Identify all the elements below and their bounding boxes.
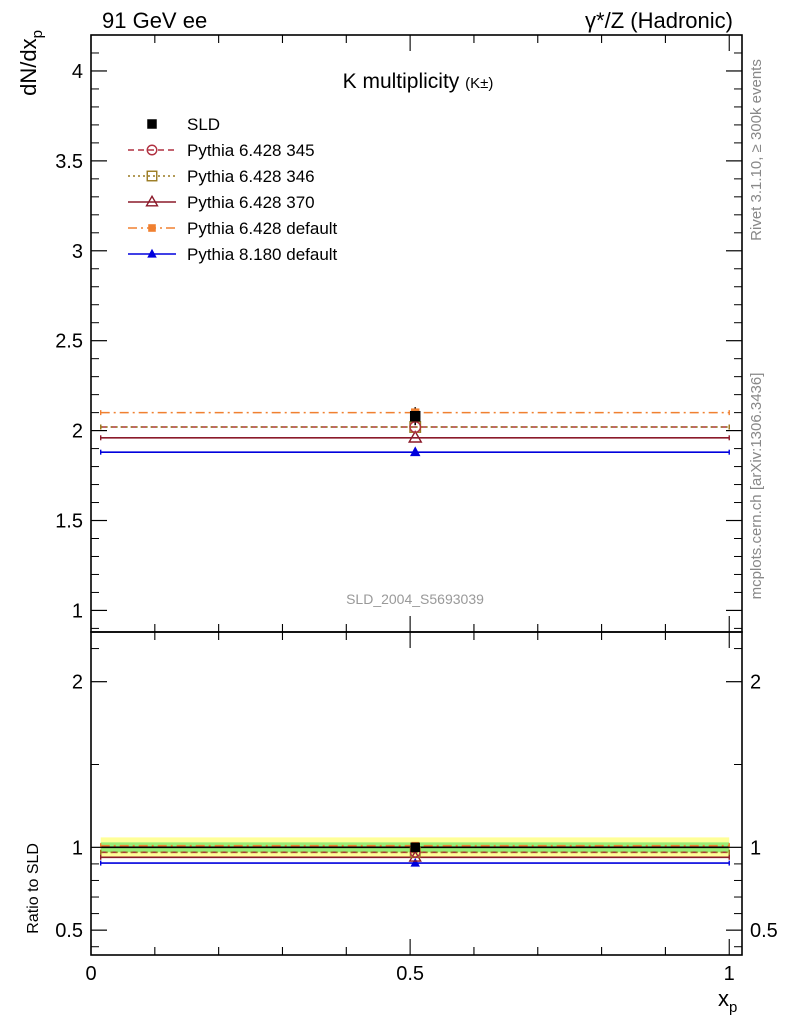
ratio-ytick-label-1: 1 bbox=[72, 837, 83, 859]
main-ytick-label-4: 3 bbox=[72, 241, 83, 263]
chart-title-text: K multiplicity bbox=[343, 70, 460, 93]
main-ytick-label-6: 4 bbox=[72, 61, 83, 83]
ratio-ytick-label-0: 0.5 bbox=[55, 920, 83, 942]
main-marker-3 bbox=[407, 430, 423, 443]
header-process-symbol: γ*/Z bbox=[585, 8, 624, 33]
series-line-group bbox=[100, 407, 730, 866]
ratio-xlabel-sub: p bbox=[729, 999, 737, 1016]
legend-label-0: SLD bbox=[187, 115, 220, 134]
ratio-ylabel: Ratio to SLD bbox=[25, 843, 42, 934]
legend-marker-5 bbox=[147, 248, 157, 258]
legend-marker-1 bbox=[146, 144, 158, 156]
legend-marker-2 bbox=[146, 170, 158, 182]
legend-label-4: Pythia 6.428 default bbox=[187, 219, 338, 238]
ratio-xlabel-text: x bbox=[718, 986, 729, 1011]
main-ytick-label-3: 2.5 bbox=[55, 331, 83, 353]
chart-title-sub: (K±) bbox=[465, 75, 493, 92]
main-ytick-label-1: 1.5 bbox=[55, 511, 83, 533]
mcplots-source-label: mcplots.cern.ch [arXiv:1306.3436] bbox=[748, 373, 765, 600]
ratio-frame bbox=[90, 631, 743, 956]
rivet-version-label: Rivet 3.1.10, ≥ 300k events bbox=[748, 59, 765, 241]
header-energy-label: 91 GeV ee bbox=[102, 8, 207, 33]
main-ylabel: dN/dxp bbox=[16, 30, 46, 96]
xtick-label-2: 1 bbox=[724, 963, 735, 985]
ratio-xlabel: xp bbox=[718, 986, 737, 1016]
main-marker-1 bbox=[409, 421, 422, 433]
ratio-marker-5 bbox=[410, 857, 420, 867]
main-ytick-label-5: 3.5 bbox=[55, 151, 83, 173]
legend-label-3: Pythia 6.428 370 bbox=[187, 193, 315, 212]
ratio-ytick-label-2: 2 bbox=[72, 672, 83, 694]
legend-label-2: Pythia 6.428 346 bbox=[187, 167, 315, 186]
chart-title: K multiplicity (K±) bbox=[343, 70, 494, 93]
header-process-text: (Hadronic) bbox=[630, 8, 733, 33]
ratio-ytick-label-right-2: 2 bbox=[750, 672, 761, 694]
main-marker-5 bbox=[409, 446, 421, 457]
main-ylabel-text: dN/dx bbox=[16, 38, 41, 95]
xtick-label-0: 0 bbox=[85, 963, 96, 985]
axes-group: 11.522.533.540.5 0.51 12 20 0.5 1 bbox=[55, 34, 778, 985]
legend-marker-3 bbox=[145, 194, 159, 207]
header-process-label: γ*/Z (Hadronic) bbox=[585, 8, 733, 33]
main-ylabel-sub: p bbox=[29, 30, 46, 38]
legend-marker-0 bbox=[147, 119, 157, 129]
main-ytick-label-0: 1 bbox=[72, 600, 83, 622]
legend: SLD Pythia 6.428 345 Pythia 6.428 346 Pythi… bbox=[128, 115, 338, 264]
ratio-marker-0 bbox=[410, 842, 420, 853]
legend-label-5: Pythia 8.180 default bbox=[187, 245, 338, 264]
series-marker-group bbox=[407, 408, 423, 867]
legend-label-1: Pythia 6.428 345 bbox=[187, 141, 315, 160]
main-marker-0 bbox=[409, 410, 421, 422]
ratio-ytick-label-right-1: 1 bbox=[750, 837, 761, 859]
xtick-label-1: 0.5 bbox=[396, 963, 424, 985]
ratio-ytick-label-right-0: 0.5 bbox=[750, 920, 778, 942]
legend-marker-4 bbox=[148, 224, 156, 232]
main-ytick-label-2: 2 bbox=[72, 421, 83, 443]
analysis-id-label: SLD_2004_S5693039 bbox=[346, 591, 484, 607]
